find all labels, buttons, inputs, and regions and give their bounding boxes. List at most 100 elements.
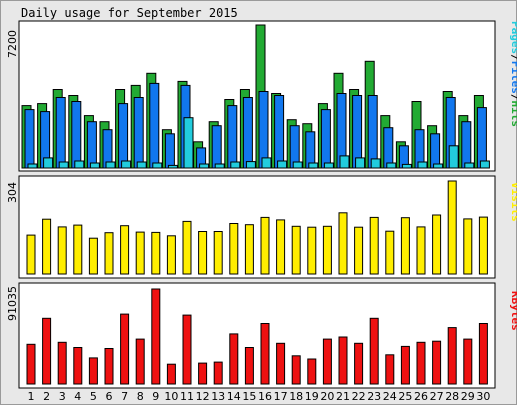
panel-visits <box>18 175 496 279</box>
x-tick-label: 15 <box>242 390 256 403</box>
pages-bar <box>245 161 256 169</box>
kbytes-bar <box>104 348 114 385</box>
pages-bar <box>401 163 412 169</box>
files-bar <box>352 95 363 169</box>
pages-bar <box>464 162 475 169</box>
visits-bar <box>463 218 473 275</box>
kbytes-bar <box>400 345 410 385</box>
kbytes-bar <box>463 338 473 385</box>
visits-bar <box>447 180 457 275</box>
files-bar <box>320 109 331 169</box>
x-tick-label: 17 <box>274 390 288 403</box>
kbytes-bar <box>135 338 145 385</box>
kbytes-bar <box>120 313 130 385</box>
visits-bar <box>400 217 410 275</box>
legend-visits: Visits <box>509 182 517 222</box>
pages-bar <box>136 161 147 169</box>
pages-bar <box>370 158 381 169</box>
visits-bar <box>307 226 317 275</box>
files-bar <box>367 95 378 169</box>
x-tick-label: 22 <box>352 390 366 403</box>
kbytes-bar <box>338 336 348 385</box>
legend-files: Files <box>509 61 517 94</box>
kbytes-bar <box>73 347 83 385</box>
legend-top: Pages/Files/Hits <box>509 21 517 127</box>
x-tick-label: 18 <box>289 390 303 403</box>
bars-kbytes <box>26 288 488 385</box>
legend-pages: Pages <box>509 21 517 54</box>
bars-hits-files-pages <box>21 24 490 169</box>
pages-bar <box>448 145 459 169</box>
kbytes-bar <box>198 362 208 385</box>
pages-bar <box>58 161 69 169</box>
x-tick-label: 21 <box>336 390 350 403</box>
x-tick-label: 6 <box>106 390 113 403</box>
visits-bar <box>88 237 98 275</box>
visits-bar <box>135 231 145 275</box>
visits-bar <box>120 225 130 275</box>
visits-bar <box>416 226 426 275</box>
files-bar <box>24 109 35 169</box>
pages-bar <box>339 155 350 169</box>
pages-bar <box>261 157 272 169</box>
kbytes-bar <box>276 342 286 385</box>
x-tick-label: 14 <box>227 390 241 403</box>
pages-bar <box>323 162 334 169</box>
kbytes-bar <box>151 288 161 385</box>
visits-bar <box>260 216 270 275</box>
kbytes-bar <box>260 323 270 385</box>
files-bar <box>211 125 222 169</box>
files-bar <box>86 121 97 169</box>
kbytes-bar <box>447 327 457 385</box>
visits-bar <box>244 224 254 275</box>
files-bar <box>383 127 394 169</box>
kbytes-bar <box>229 333 239 385</box>
kbytes-bar <box>182 314 192 385</box>
pages-bar <box>433 163 444 169</box>
pages-bar <box>105 161 116 169</box>
bars-visits <box>26 180 488 275</box>
visits-bar <box>291 225 301 275</box>
visits-bar <box>151 231 161 275</box>
x-tick-label: 3 <box>59 390 66 403</box>
pages-bar <box>167 164 178 169</box>
x-tick-label: 20 <box>320 390 334 403</box>
ytick-bot: 91035 <box>6 286 19 321</box>
chart-title: Daily usage for September 2015 <box>21 6 238 20</box>
visits-bar <box>369 216 379 275</box>
legend-bot: KBytes <box>509 291 517 331</box>
files-bar <box>227 105 238 169</box>
x-tick-label: 25 <box>398 390 412 403</box>
svg-text:KBytes: KBytes <box>509 291 517 331</box>
files-bar <box>461 121 472 169</box>
x-tick-label: 12 <box>196 390 210 403</box>
panel-kbytes <box>18 282 496 389</box>
kbytes-bar <box>244 347 254 385</box>
kbytes-bar <box>213 361 223 385</box>
visits-bar <box>182 220 192 275</box>
pages-bar <box>417 161 428 169</box>
kbytes-bar <box>354 342 364 385</box>
visits-bar <box>322 225 332 275</box>
x-tick-label: 7 <box>121 390 128 403</box>
kbytes-bar <box>322 338 332 385</box>
kbytes-bar <box>166 363 176 385</box>
x-tick-label: 24 <box>383 390 397 403</box>
visits-bar <box>104 232 114 275</box>
x-tick-label: 5 <box>90 390 97 403</box>
x-tick-label: 29 <box>461 390 475 403</box>
pages-bar <box>308 162 319 169</box>
x-tick-label: 9 <box>152 390 159 403</box>
visits-bar <box>432 214 442 275</box>
visits-bar <box>26 234 36 275</box>
x-tick-label: 19 <box>305 390 319 403</box>
visits-bar <box>276 219 286 275</box>
visits-bar <box>385 230 395 275</box>
svg-text:Visits: Visits <box>509 182 517 222</box>
ytick-top: 7200 <box>6 30 19 58</box>
legend-mid: Visits <box>509 182 517 222</box>
ytick-mid: 304 <box>6 182 19 203</box>
pages-bar <box>89 162 100 169</box>
